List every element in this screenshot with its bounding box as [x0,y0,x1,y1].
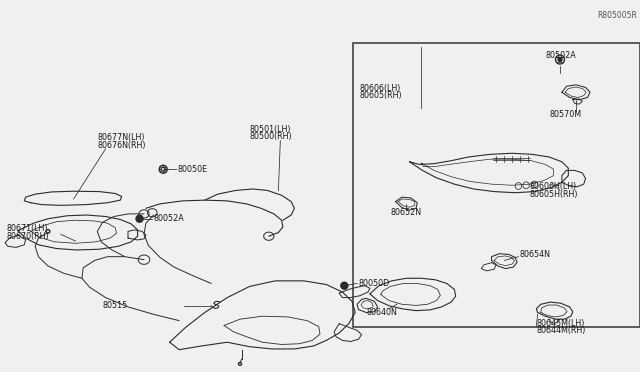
Text: 80644M(RH): 80644M(RH) [536,326,586,335]
Text: 80606H(LH): 80606H(LH) [530,182,577,191]
Text: 80671(LH): 80671(LH) [6,224,48,233]
Circle shape [558,58,562,61]
Text: 80645M(LH): 80645M(LH) [536,319,585,328]
Text: 80501(LH): 80501(LH) [250,125,291,134]
Text: 80652N: 80652N [390,208,422,217]
Text: 80640N: 80640N [366,308,397,317]
Text: 80500(RH): 80500(RH) [250,132,292,141]
Circle shape [136,215,143,222]
Bar [353,43,640,327]
Text: 80570M: 80570M [549,110,581,119]
Text: 80052A: 80052A [154,214,184,223]
Text: 80050D: 80050D [358,279,390,288]
Text: 80605H(RH): 80605H(RH) [530,190,579,199]
Circle shape [341,282,348,289]
Text: R805005R: R805005R [597,11,637,20]
Text: 80677N(LH): 80677N(LH) [97,133,145,142]
Text: 80654N: 80654N [520,250,550,259]
Text: 80606(LH): 80606(LH) [360,84,401,93]
Text: 80605(RH): 80605(RH) [360,92,403,100]
Text: 80670(RH): 80670(RH) [6,232,49,241]
Text: 80676N(RH): 80676N(RH) [97,141,146,150]
Text: 80515: 80515 [103,301,128,310]
Text: 80502A: 80502A [545,51,576,60]
Text: 80050E: 80050E [178,165,208,174]
